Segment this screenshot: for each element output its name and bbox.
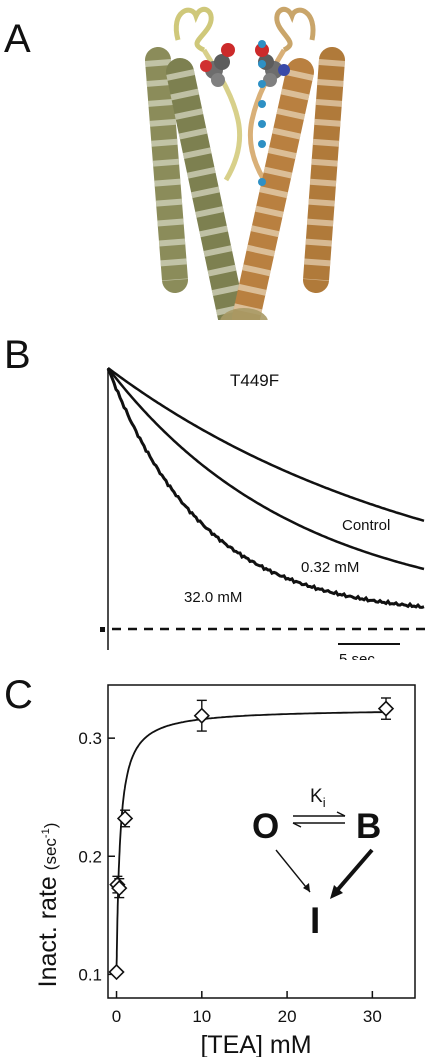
scheme-open-state: O [252, 807, 279, 846]
y-axis-label: Inact. rate(sec-1) [34, 823, 62, 988]
panel-a: A [0, 0, 425, 320]
y-tick-label: 0.2 [78, 847, 102, 866]
panel-c-label: C [4, 673, 33, 717]
right-residue-spheres [255, 43, 290, 87]
data-point-marker [193, 707, 210, 724]
x-axis-label: [TEA] mM [200, 1031, 311, 1057]
channel-structure-figure: A [4, 6, 345, 320]
trace-32mM [106, 368, 425, 609]
right-loop [274, 6, 316, 53]
control-trace-label: Control [342, 517, 390, 534]
trace-0-32mM-label: 0.32 mM [301, 559, 359, 576]
blocked-to-inactivated-arrow [332, 848, 374, 896]
axis-ticks: 0 10 20 30 0.1 0.2 0.3 [78, 729, 381, 1026]
pore-ion-column [258, 40, 266, 186]
current-traces-figure: B T449F Control 0.32 mM 32.0 mM 5 sec [4, 333, 425, 660]
plot-frame [107, 684, 416, 999]
trace-32mM-label: 32.0 mM [184, 589, 242, 606]
right-outer-helix [303, 47, 345, 293]
data-point-marker [377, 700, 395, 717]
data-points [108, 697, 395, 981]
scheme-constant: Ki [310, 786, 326, 810]
left-loop [173, 6, 214, 53]
open-to-inactivated-arrow [275, 849, 311, 893]
inactivation-rate-chart: C Inact. rate(sec-1) [TEA] mM 0 10 20 30 0.1… [4, 673, 416, 1057]
control-trace [107, 367, 425, 522]
x-tick-label: 20 [278, 1007, 297, 1026]
panel-c: C Inact. rate(sec-1) [TEA] mM 0 10 20 30 0.1… [0, 660, 425, 1057]
trace-0-32mM [107, 367, 425, 571]
data-point-marker [108, 963, 125, 981]
y-tick-label: 0.1 [78, 965, 102, 984]
left-residue-spheres [200, 43, 235, 87]
panel-b-label: B [4, 333, 31, 377]
x-tick-label: 30 [363, 1007, 382, 1026]
data-point-marker [111, 880, 128, 897]
panel-a-label: A [4, 17, 31, 61]
y-tick-label: 0.3 [78, 729, 102, 748]
channel-structure-illustration [145, 6, 345, 320]
kinetic-scheme: O B I Ki [252, 786, 381, 941]
data-point-marker [116, 810, 134, 827]
panel-b: B T449F Control 0.32 mM 32.0 mM 5 sec [0, 320, 425, 660]
x-tick-label: 10 [192, 1007, 211, 1026]
scheme-inactivated-state: I [310, 900, 320, 941]
x-tick-label: 0 [112, 1007, 121, 1026]
baseline-marker [100, 627, 105, 632]
time-scale-label: 5 sec [339, 651, 375, 660]
mutant-label: T449F [230, 371, 279, 390]
scheme-blocked-state: B [356, 807, 381, 846]
helix-bundle-crossing [220, 308, 268, 320]
